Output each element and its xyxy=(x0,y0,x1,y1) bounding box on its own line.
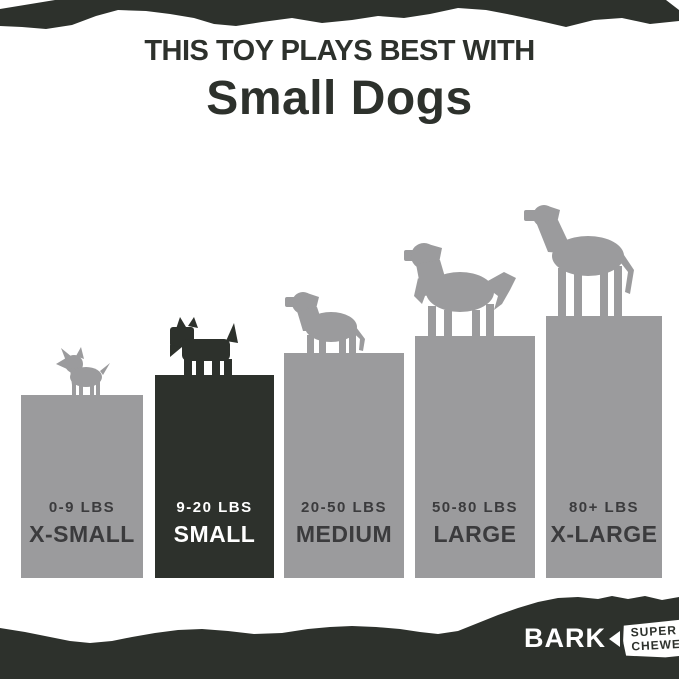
header-eyebrow: THIS TOY PLAYS BEST WITH xyxy=(144,35,535,67)
size-name: LARGE xyxy=(433,521,517,547)
bar-x-small xyxy=(21,395,143,578)
bar-large xyxy=(415,336,535,578)
label-medium: 20-50 LBS MEDIUM xyxy=(284,500,404,560)
size-name: X-LARGE xyxy=(550,521,658,547)
chevron-left-icon xyxy=(609,630,620,647)
bar-x-large xyxy=(546,316,662,578)
weight-range: 9-20 LBS xyxy=(176,499,253,516)
size-name: X-SMALL xyxy=(29,521,135,547)
labrador-icon xyxy=(285,292,365,353)
page-title: Small Dogs xyxy=(206,71,473,125)
great-dane-icon xyxy=(524,205,634,316)
torn-paper-edge-top xyxy=(0,0,679,29)
brand-logo: BARK SUPER CHEWER xyxy=(524,620,679,658)
label-x-large: 80+ LBS X-LARGE xyxy=(546,500,662,560)
super-chewer-badge: SUPER CHEWER xyxy=(622,618,679,659)
weight-range: 50-80 LBS xyxy=(431,499,519,516)
weight-range: 20-50 LBS xyxy=(300,499,388,516)
size-name: SMALL xyxy=(173,521,256,547)
size-name: MEDIUM xyxy=(295,521,393,547)
bark-wordmark: BARK xyxy=(524,623,606,654)
label-small: 9-20 LBS SMALL xyxy=(155,500,274,560)
bar-small-highlighted xyxy=(155,375,274,578)
bar-medium xyxy=(284,353,404,578)
chihuahua-icon xyxy=(56,347,110,395)
super-chewer-line2: CHEWER xyxy=(630,636,679,654)
weight-range: 80+ LBS xyxy=(568,499,640,516)
header: THIS TOY PLAYS BEST WITH Small Dogs xyxy=(0,35,679,125)
weight-range: 0-9 LBS xyxy=(48,499,116,516)
label-x-small: 0-9 LBS X-SMALL xyxy=(21,500,143,560)
label-large: 50-80 LBS LARGE xyxy=(415,500,535,560)
terrier-icon xyxy=(170,317,238,375)
retriever-icon xyxy=(404,243,516,336)
